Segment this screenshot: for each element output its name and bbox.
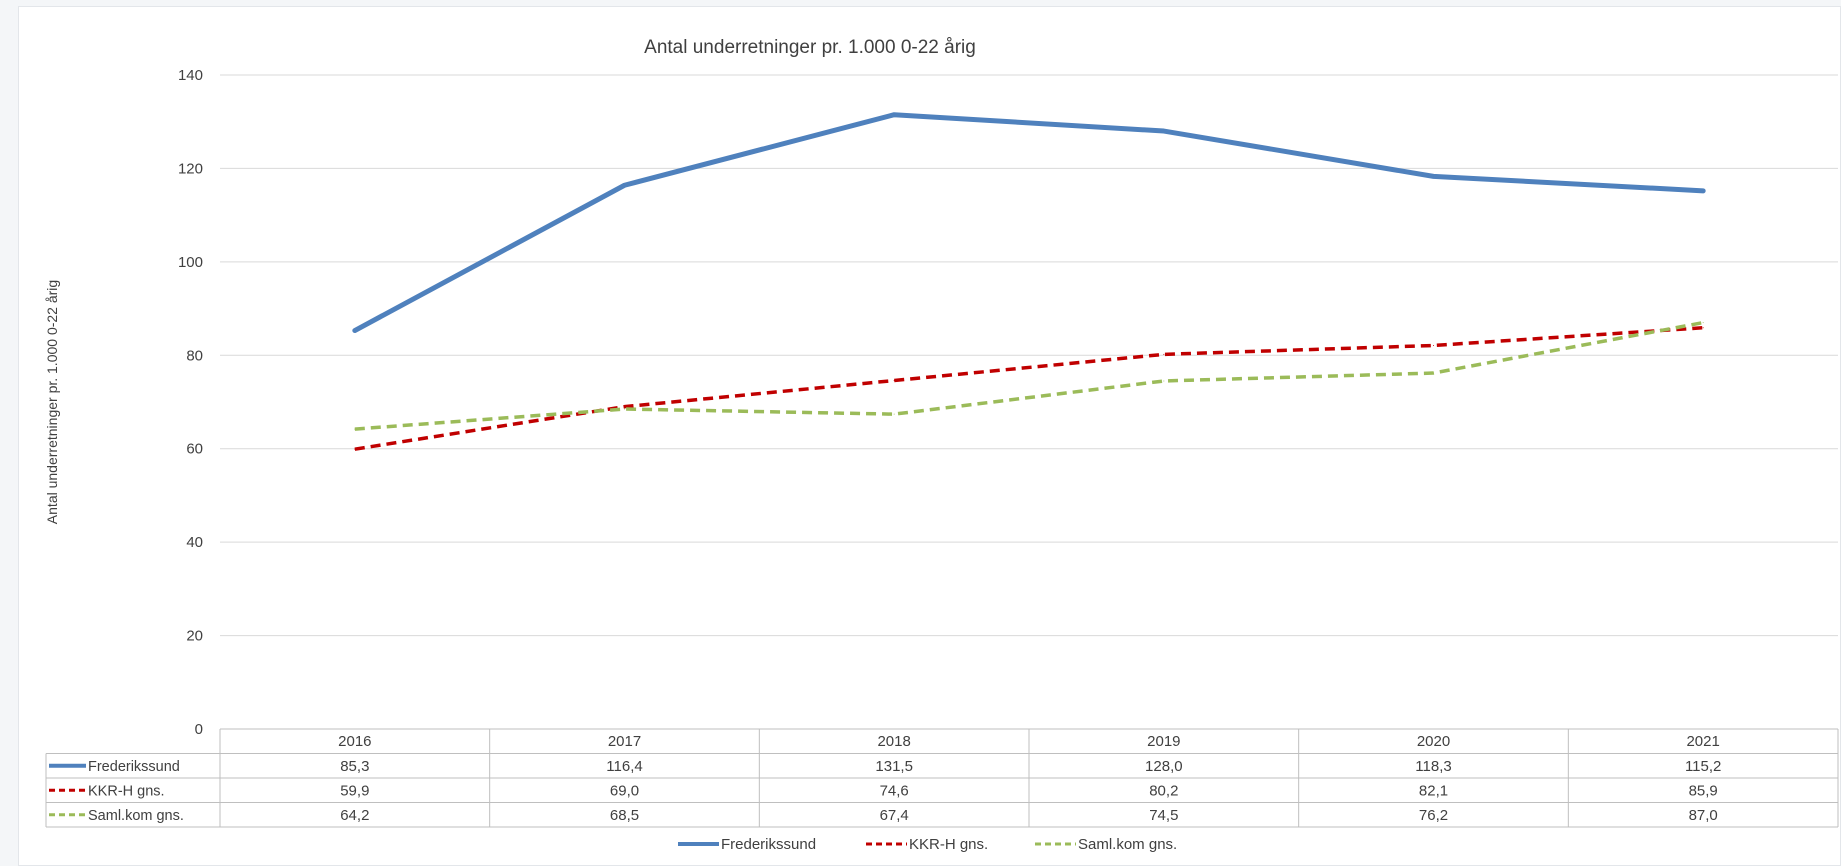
y-tick-label: 140	[178, 67, 203, 84]
x-tick-label: 2017	[608, 733, 641, 750]
data-point	[1163, 353, 1165, 355]
data-label: 64,2	[340, 807, 369, 824]
data-label: 74,5	[1149, 807, 1178, 824]
data-point	[354, 428, 356, 430]
data-point	[1433, 344, 1434, 346]
data-label: 76,2	[1419, 807, 1448, 824]
legend-label: Saml.kom gns.	[1078, 836, 1177, 853]
legend-label: KKR-H gns.	[909, 836, 988, 853]
data-point	[893, 413, 895, 415]
y-tick-label: 40	[186, 534, 203, 551]
data-label: 118,3	[1415, 758, 1451, 775]
y-tick-label: 120	[178, 160, 203, 177]
data-label: 115,2	[1685, 758, 1721, 775]
x-tick-label: 2021	[1686, 733, 1719, 750]
x-tick-label: 2020	[1417, 733, 1450, 750]
data-label: 67,4	[880, 807, 909, 824]
data-point	[1702, 322, 1704, 324]
data-label: 85,9	[1689, 782, 1718, 799]
data-point	[354, 330, 356, 332]
y-tick-label: 100	[178, 254, 203, 271]
data-label: 116,4	[606, 758, 642, 775]
data-label: 59,9	[340, 782, 369, 799]
data-point	[1702, 190, 1704, 192]
y-tick-label: 80	[186, 347, 203, 364]
x-tick-label: 2016	[338, 733, 371, 750]
y-tick-label: 20	[186, 628, 203, 645]
chart-area	[18, 6, 1841, 866]
legend-label: Frederikssund	[721, 836, 816, 853]
chart-title: Antal underretninger pr. 1.000 0-22 årig	[644, 37, 976, 58]
data-label: 74,6	[880, 782, 909, 799]
table-series-name: Saml.kom gns.	[88, 808, 184, 824]
data-point	[1702, 327, 1704, 329]
series-line	[352, 112, 1706, 334]
data-point	[893, 114, 895, 116]
data-point	[1433, 175, 1434, 177]
y-tick-label: 60	[186, 441, 203, 458]
data-label: 131,5	[875, 758, 913, 775]
data-point	[1163, 130, 1165, 132]
series-line	[354, 320, 1704, 431]
data-label: 85,3	[340, 758, 369, 775]
data-label: 69,0	[610, 782, 639, 799]
data-point	[624, 408, 625, 410]
data-label: 82,1	[1419, 782, 1448, 799]
table-series-name: KKR-H gns.	[88, 783, 165, 799]
table-series-name: Frederikssund	[88, 759, 180, 775]
data-point	[1433, 372, 1434, 374]
data-label: 68,5	[610, 807, 639, 824]
data-point	[624, 184, 625, 186]
y-tick-label: 0	[195, 721, 203, 738]
data-point	[354, 448, 356, 450]
series-line	[354, 325, 1704, 451]
x-tick-label: 2019	[1147, 733, 1180, 750]
x-tick-label: 2018	[877, 733, 910, 750]
data-point	[1163, 380, 1165, 382]
data-label: 80,2	[1149, 782, 1178, 799]
data-label: 128,0	[1145, 758, 1183, 775]
data-point	[893, 380, 895, 382]
data-point	[624, 406, 625, 408]
data-label: 87,0	[1689, 807, 1718, 824]
y-axis-label: Antal underretninger pr. 1.000 0-22 årig	[44, 280, 60, 524]
